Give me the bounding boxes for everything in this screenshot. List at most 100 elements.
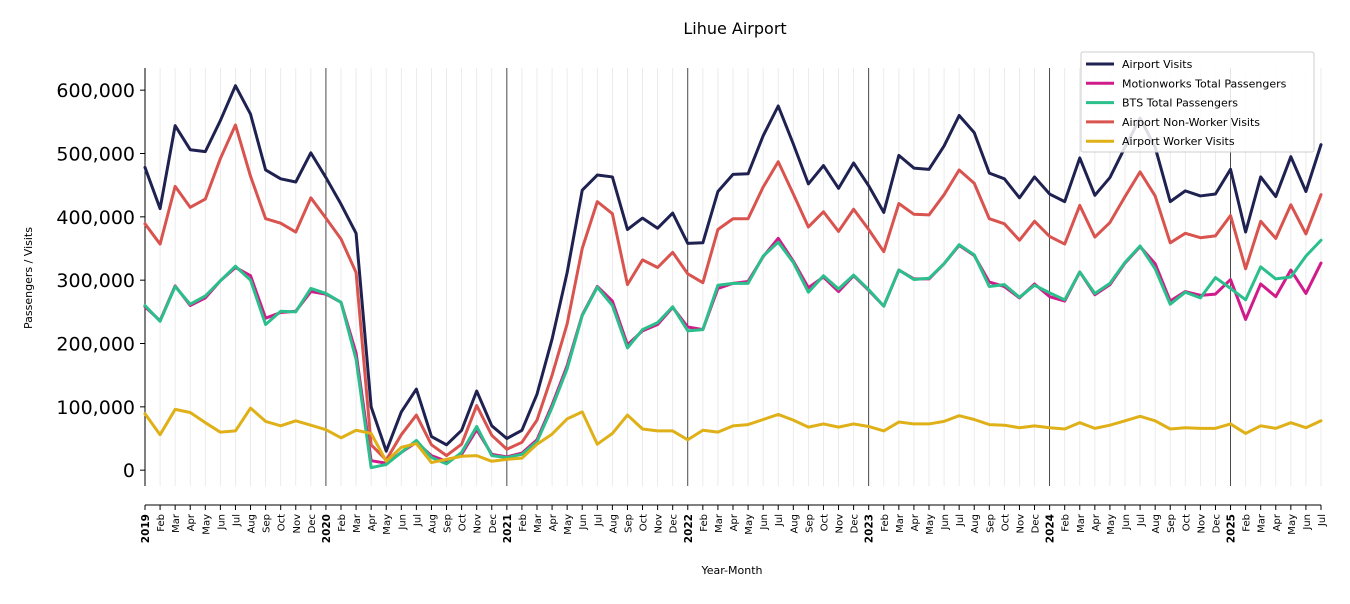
legend-label: Airport Worker Visits (1122, 135, 1235, 148)
legend-box (1080, 51, 1315, 153)
x-tick-label: Jun (759, 514, 770, 531)
x-tick-label: May (744, 514, 755, 535)
x-tick-label: Dec (1031, 514, 1042, 533)
x-tick-label: Feb (156, 514, 167, 532)
x-tick-label: Jul (1136, 514, 1147, 527)
x-tick-label: Dec (1211, 514, 1222, 533)
x-tick-label: May (563, 514, 574, 535)
x-tick-label: Dec (669, 514, 680, 533)
y-tick-label: 100,000 (56, 397, 135, 419)
x-tick-label: Jun (940, 514, 951, 531)
x-tick-label: Aug (970, 514, 981, 534)
y-tick-label: 600,000 (56, 80, 135, 102)
x-tick-label: Mar (1076, 513, 1087, 533)
x-tick-label: May (382, 514, 393, 535)
x-tick-label: May (201, 514, 212, 535)
x-axis-label: Year-Month (700, 564, 762, 577)
x-tick-label: Dec (488, 514, 499, 533)
y-tick-label: 0 (123, 460, 135, 482)
x-tick-label: 2024 (1045, 514, 1057, 543)
x-tick-label: Sep (1166, 514, 1177, 533)
x-tick-label: May (925, 514, 936, 535)
legend-label: Motionworks Total Passengers (1122, 77, 1287, 90)
x-tick-label: May (1287, 514, 1298, 535)
x-tick-label: Aug (608, 514, 619, 534)
legend-label: BTS Total Passengers (1122, 97, 1238, 110)
x-tick-label: Mar (895, 513, 906, 533)
y-tick-label: 200,000 (56, 334, 135, 356)
x-tick-label: Jul (955, 514, 966, 527)
x-tick-label: Apr (548, 513, 559, 531)
legend-items: Airport Visits Motionworks Total Passenge… (1086, 58, 1287, 148)
legend-label: Airport Visits (1122, 58, 1193, 71)
x-tick-label: Sep (985, 514, 996, 533)
x-tick-label: Sep (443, 514, 454, 533)
chart-title: Lihue Airport (683, 19, 786, 38)
x-tick-label: Feb (699, 514, 710, 532)
legend-label: Airport Non-Worker Visits (1122, 116, 1260, 129)
x-tick-label: Apr (1272, 513, 1283, 531)
x-tick-label: Feb (880, 514, 891, 532)
series-lines (143, 84, 1323, 470)
x-tick-label: Aug (789, 514, 800, 534)
x-tick-label: Feb (1061, 514, 1072, 532)
x-tick-label: Jul (593, 514, 604, 527)
x-tick-label: Oct (1181, 514, 1192, 531)
x-tick-label: Aug (247, 514, 258, 534)
series-line-bts-total-passengers (143, 238, 1323, 470)
x-tick-label: Oct (277, 514, 288, 531)
y-axis-label: Passengers / Visits (22, 227, 35, 329)
x-tick-label: Apr (186, 513, 197, 531)
y-tick-label: 400,000 (56, 207, 135, 229)
x-tick-label: Nov (473, 514, 484, 534)
x-tick-label: Oct (819, 514, 830, 531)
x-tick-label: Mar (714, 513, 725, 533)
x-tick-label: Aug (427, 514, 438, 534)
x-tick-label: Feb (518, 514, 529, 532)
x-tick-label: Mar (171, 513, 182, 533)
x-tick-label: 2019 (140, 514, 152, 543)
x-tick-label: Oct (639, 514, 650, 531)
y-tick-labels: 0 100,000 200,000 300,000 400,000 500,000 600,… (56, 80, 145, 482)
x-tick-label: Feb (1242, 514, 1253, 532)
x-tick-label: 2020 (321, 514, 333, 543)
x-tick-label: Feb (337, 514, 348, 532)
x-tick-label: Mar (352, 513, 363, 533)
x-tick-label: Mar (533, 513, 544, 533)
x-tick-label: Jul (412, 514, 423, 527)
x-tick-label: Apr (1091, 513, 1102, 531)
x-tick-label: Dec (307, 514, 318, 533)
x-tick-label: Jun (216, 514, 227, 531)
x-tick-label: Aug (1151, 514, 1162, 534)
x-tick-label: Jun (578, 514, 589, 531)
x-tick-label: Mar (1257, 513, 1268, 533)
x-tick-label: Nov (292, 514, 303, 534)
x-tick-label: 2022 (683, 514, 695, 543)
x-tick-label: Sep (262, 514, 273, 533)
x-tick-label: Apr (910, 513, 921, 531)
x-tick-label: Oct (1000, 514, 1011, 531)
x-tick-label: Apr (367, 513, 378, 531)
series-line-airport-non-worker-visits (143, 123, 1323, 462)
x-tick-label: Jul (231, 514, 242, 527)
x-tick-label: 2023 (864, 514, 876, 543)
x-tick-label: Nov (654, 514, 665, 534)
x-tick-label: Jul (1317, 514, 1328, 527)
x-tick-label: Sep (804, 514, 815, 533)
x-tick-label: 2025 (1226, 514, 1238, 543)
x-tick-label: Apr (729, 513, 740, 531)
legend: Airport Visits Motionworks Total Passenge… (1080, 51, 1315, 153)
x-tick-label: Jun (397, 514, 408, 531)
x-tick-label: Jul (774, 514, 785, 527)
x-tick-label: Nov (835, 514, 846, 534)
x-tick-label: Oct (458, 514, 469, 531)
x-tick-label: Dec (850, 514, 861, 533)
x-tick-label: Jun (1121, 514, 1132, 531)
x-tick-label: Jun (1302, 514, 1313, 531)
series-line-airport-worker-visits (143, 406, 1323, 465)
grid-lines (144, 68, 1322, 486)
x-tick-label: Nov (1015, 514, 1026, 534)
x-tick-label: May (1106, 514, 1117, 535)
